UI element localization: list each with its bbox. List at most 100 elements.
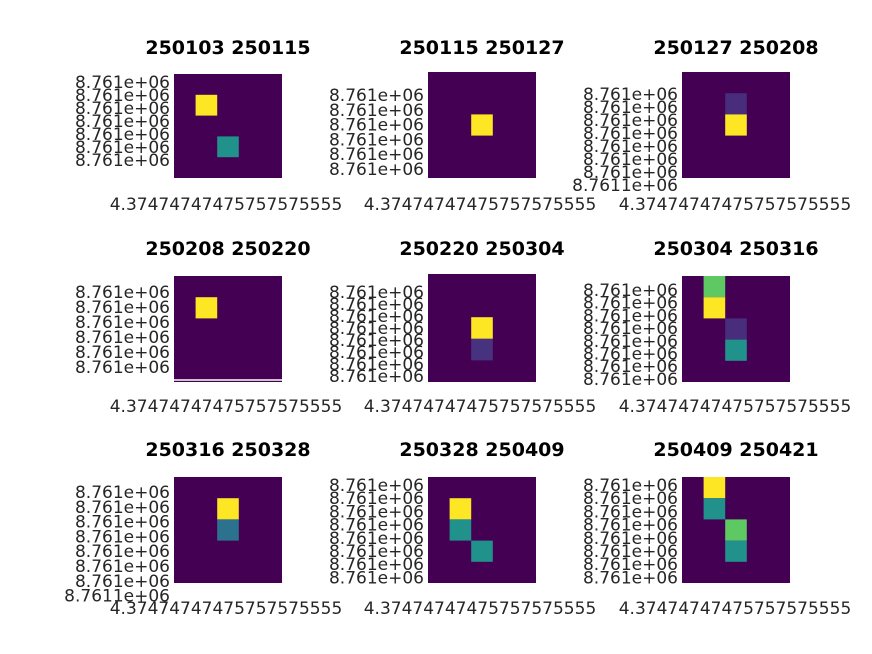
panel-title: 250103 250115	[145, 37, 310, 59]
y-tick-label: 8.761e+06	[329, 568, 424, 588]
y-tick-label: 8.761e+06	[583, 502, 678, 522]
x-tick-labels: 4.37474747475757575555	[110, 397, 343, 417]
heatmap-cell	[217, 498, 239, 520]
panel-title: 250304 250316	[653, 238, 818, 260]
y-tick-label: 8.761e+06	[329, 145, 424, 165]
heatmap-cell	[725, 318, 747, 340]
y-tick-label: 8.761e+06	[583, 568, 678, 588]
y-tick-label: 8.761e+06	[329, 367, 424, 387]
heatmap-cell	[725, 339, 747, 361]
y-tick-label: 8.761e+06	[583, 529, 678, 549]
y-tick-label: 8.761e+06	[583, 98, 678, 118]
y-tick-label: 8.761e+06	[583, 150, 678, 170]
heatmap-cell	[449, 498, 472, 520]
panel-title: 250409 250421	[653, 439, 818, 461]
y-tick-label: 8.761e+06	[329, 86, 424, 106]
y-tick-label: 8.761e+06	[75, 99, 170, 119]
y-tick-label: 8.761e+06	[75, 112, 170, 132]
heatmap-cell	[195, 94, 218, 116]
heatmap-cell	[725, 519, 747, 541]
y-tick-label: 8.761e+06	[75, 557, 170, 577]
y-tick-label: 8.761e+06	[329, 542, 424, 562]
x-tick-labels: 4.37474747475757575555	[619, 195, 852, 215]
heatmap-cell	[217, 519, 239, 541]
y-tick-label: 8.761e+06	[583, 370, 678, 390]
y-tick-label: 8.761e+06	[75, 86, 170, 106]
y-tick-label: 8.7611e+06	[572, 176, 678, 196]
y-tick-label: 8.761e+06	[583, 489, 678, 509]
y-tick-label: 8.761e+06	[583, 294, 678, 314]
x-tick-labels: 4.37474747475757575555	[364, 599, 597, 619]
heatmap-cell	[703, 297, 726, 319]
x-tick-labels: 4.37474747475757575555	[619, 599, 852, 619]
y-tick-label: 8.761e+06	[583, 124, 678, 144]
y-tick-label: 8.761e+06	[75, 313, 170, 333]
y-tick-label: 8.761e+06	[583, 516, 678, 536]
y-tick-label: 8.761e+06	[329, 331, 424, 351]
y-tick-label: 8.761e+06	[583, 476, 678, 496]
heatmap-cell	[725, 93, 747, 115]
y-tick-label: 8.761e+06	[583, 85, 678, 105]
heatmap-cell	[217, 136, 239, 158]
y-tick-label: 8.761e+06	[75, 298, 170, 318]
x-tick-labels: 4.37474747475757575555	[110, 599, 343, 619]
y-tick-label: 8.761e+06	[75, 138, 170, 158]
y-tick-label: 8.761e+06	[329, 516, 424, 536]
heatmap-cell	[471, 114, 493, 136]
y-tick-label: 8.761e+06	[329, 319, 424, 339]
y-tick-label: 8.761e+06	[583, 111, 678, 131]
y-tick-label: 8.761e+06	[329, 295, 424, 315]
y-tick-label: 8.761e+06	[583, 319, 678, 339]
y-tick-label: 8.761e+06	[75, 125, 170, 145]
heatmap-background	[174, 74, 282, 178]
panel-title: 250316 250328	[145, 439, 310, 461]
y-tick-label: 8.761e+06	[329, 476, 424, 496]
y-tick-label: 8.761e+06	[329, 307, 424, 327]
y-tick-label: 8.761e+06	[75, 542, 170, 562]
panel-title: 250328 250409	[399, 439, 564, 461]
y-tick-label: 8.761e+06	[583, 137, 678, 157]
y-tick-label: 8.761e+06	[75, 151, 170, 171]
y-tick-label: 8.761e+06	[75, 73, 170, 93]
y-tick-label: 8.761e+06	[75, 527, 170, 547]
x-tick-labels: 4.37474747475757575555	[110, 195, 343, 215]
y-tick-label: 8.761e+06	[329, 555, 424, 575]
heatmap-cell	[725, 540, 747, 562]
y-tick-label: 8.761e+06	[329, 489, 424, 509]
heatmap-cell	[725, 114, 747, 136]
y-tick-label: 8.761e+06	[329, 130, 424, 150]
y-tick-label: 8.761e+06	[329, 502, 424, 522]
panel-title: 250220 250304	[399, 238, 564, 260]
y-tick-label: 8.761e+06	[583, 281, 678, 301]
panel-title: 250127 250208	[653, 37, 818, 59]
y-tick-label: 8.761e+06	[75, 498, 170, 518]
y-tick-label: 8.7611e+06	[64, 587, 170, 607]
y-tick-label: 8.761e+06	[75, 343, 170, 363]
y-tick-label: 8.761e+06	[583, 306, 678, 326]
x-tick-labels: 4.37474747475757575555	[619, 397, 852, 417]
y-tick-label: 8.761e+06	[329, 283, 424, 303]
y-tick-label: 8.761e+06	[583, 357, 678, 377]
y-tick-label: 8.761e+06	[583, 332, 678, 352]
y-tick-label: 8.761e+06	[75, 483, 170, 503]
heatmap-cell	[703, 498, 726, 520]
heatmap-cell	[471, 338, 493, 361]
y-tick-label: 8.761e+06	[329, 355, 424, 375]
y-tick-label: 8.761e+06	[329, 343, 424, 363]
y-tick-label: 8.761e+06	[75, 358, 170, 378]
heatmap-cell	[471, 540, 493, 562]
panel-title: 250115 250127	[399, 37, 564, 59]
y-tick-label: 8.761e+06	[329, 160, 424, 180]
y-tick-label: 8.761e+06	[75, 283, 170, 303]
y-tick-label: 8.761e+06	[329, 529, 424, 549]
y-tick-label: 8.761e+06	[329, 116, 424, 136]
y-tick-label: 8.761e+06	[583, 345, 678, 365]
y-tick-label: 8.761e+06	[583, 555, 678, 575]
heatmap-cell	[703, 477, 726, 499]
heatmap-cell	[471, 317, 493, 339]
y-tick-label: 8.761e+06	[75, 572, 170, 592]
panel-title: 250208 250220	[145, 238, 310, 260]
heatmap-cell	[703, 276, 726, 298]
